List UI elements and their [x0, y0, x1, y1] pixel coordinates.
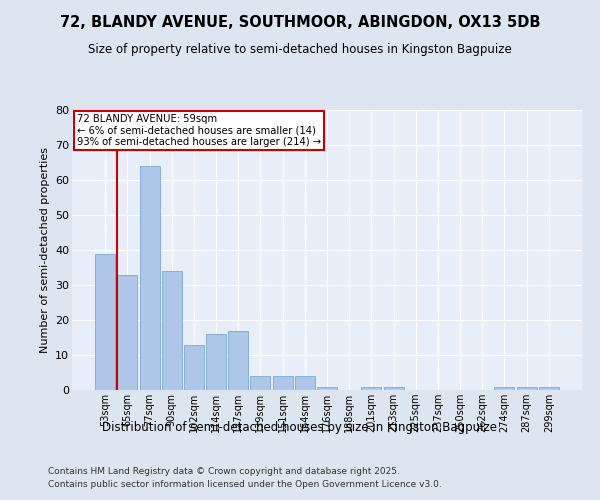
Bar [517, 386, 536, 390]
Text: Distribution of semi-detached houses by size in Kingston Bagpuize: Distribution of semi-detached houses by … [103, 421, 497, 434]
Text: Contains HM Land Registry data © Crown copyright and database right 2025.: Contains HM Land Registry data © Crown c… [48, 468, 400, 476]
Bar [295, 376, 315, 390]
Bar [494, 386, 514, 390]
Bar [184, 344, 204, 390]
Text: 72, BLANDY AVENUE, SOUTHMOOR, ABINGDON, OX13 5DB: 72, BLANDY AVENUE, SOUTHMOOR, ABINGDON, … [60, 15, 540, 30]
Y-axis label: Number of semi-detached properties: Number of semi-detached properties [40, 147, 50, 353]
Bar [95, 254, 115, 390]
Bar [317, 386, 337, 390]
Bar [383, 386, 404, 390]
Bar [539, 386, 559, 390]
Bar [206, 334, 226, 390]
Text: Size of property relative to semi-detached houses in Kingston Bagpuize: Size of property relative to semi-detach… [88, 42, 512, 56]
Bar [162, 271, 182, 390]
Bar [140, 166, 160, 390]
Bar [272, 376, 293, 390]
Bar [118, 274, 137, 390]
Text: 72 BLANDY AVENUE: 59sqm
← 6% of semi-detached houses are smaller (14)
93% of sem: 72 BLANDY AVENUE: 59sqm ← 6% of semi-det… [77, 114, 321, 148]
Bar [250, 376, 271, 390]
Text: Contains public sector information licensed under the Open Government Licence v3: Contains public sector information licen… [48, 480, 442, 489]
Bar [228, 330, 248, 390]
Bar [361, 386, 382, 390]
